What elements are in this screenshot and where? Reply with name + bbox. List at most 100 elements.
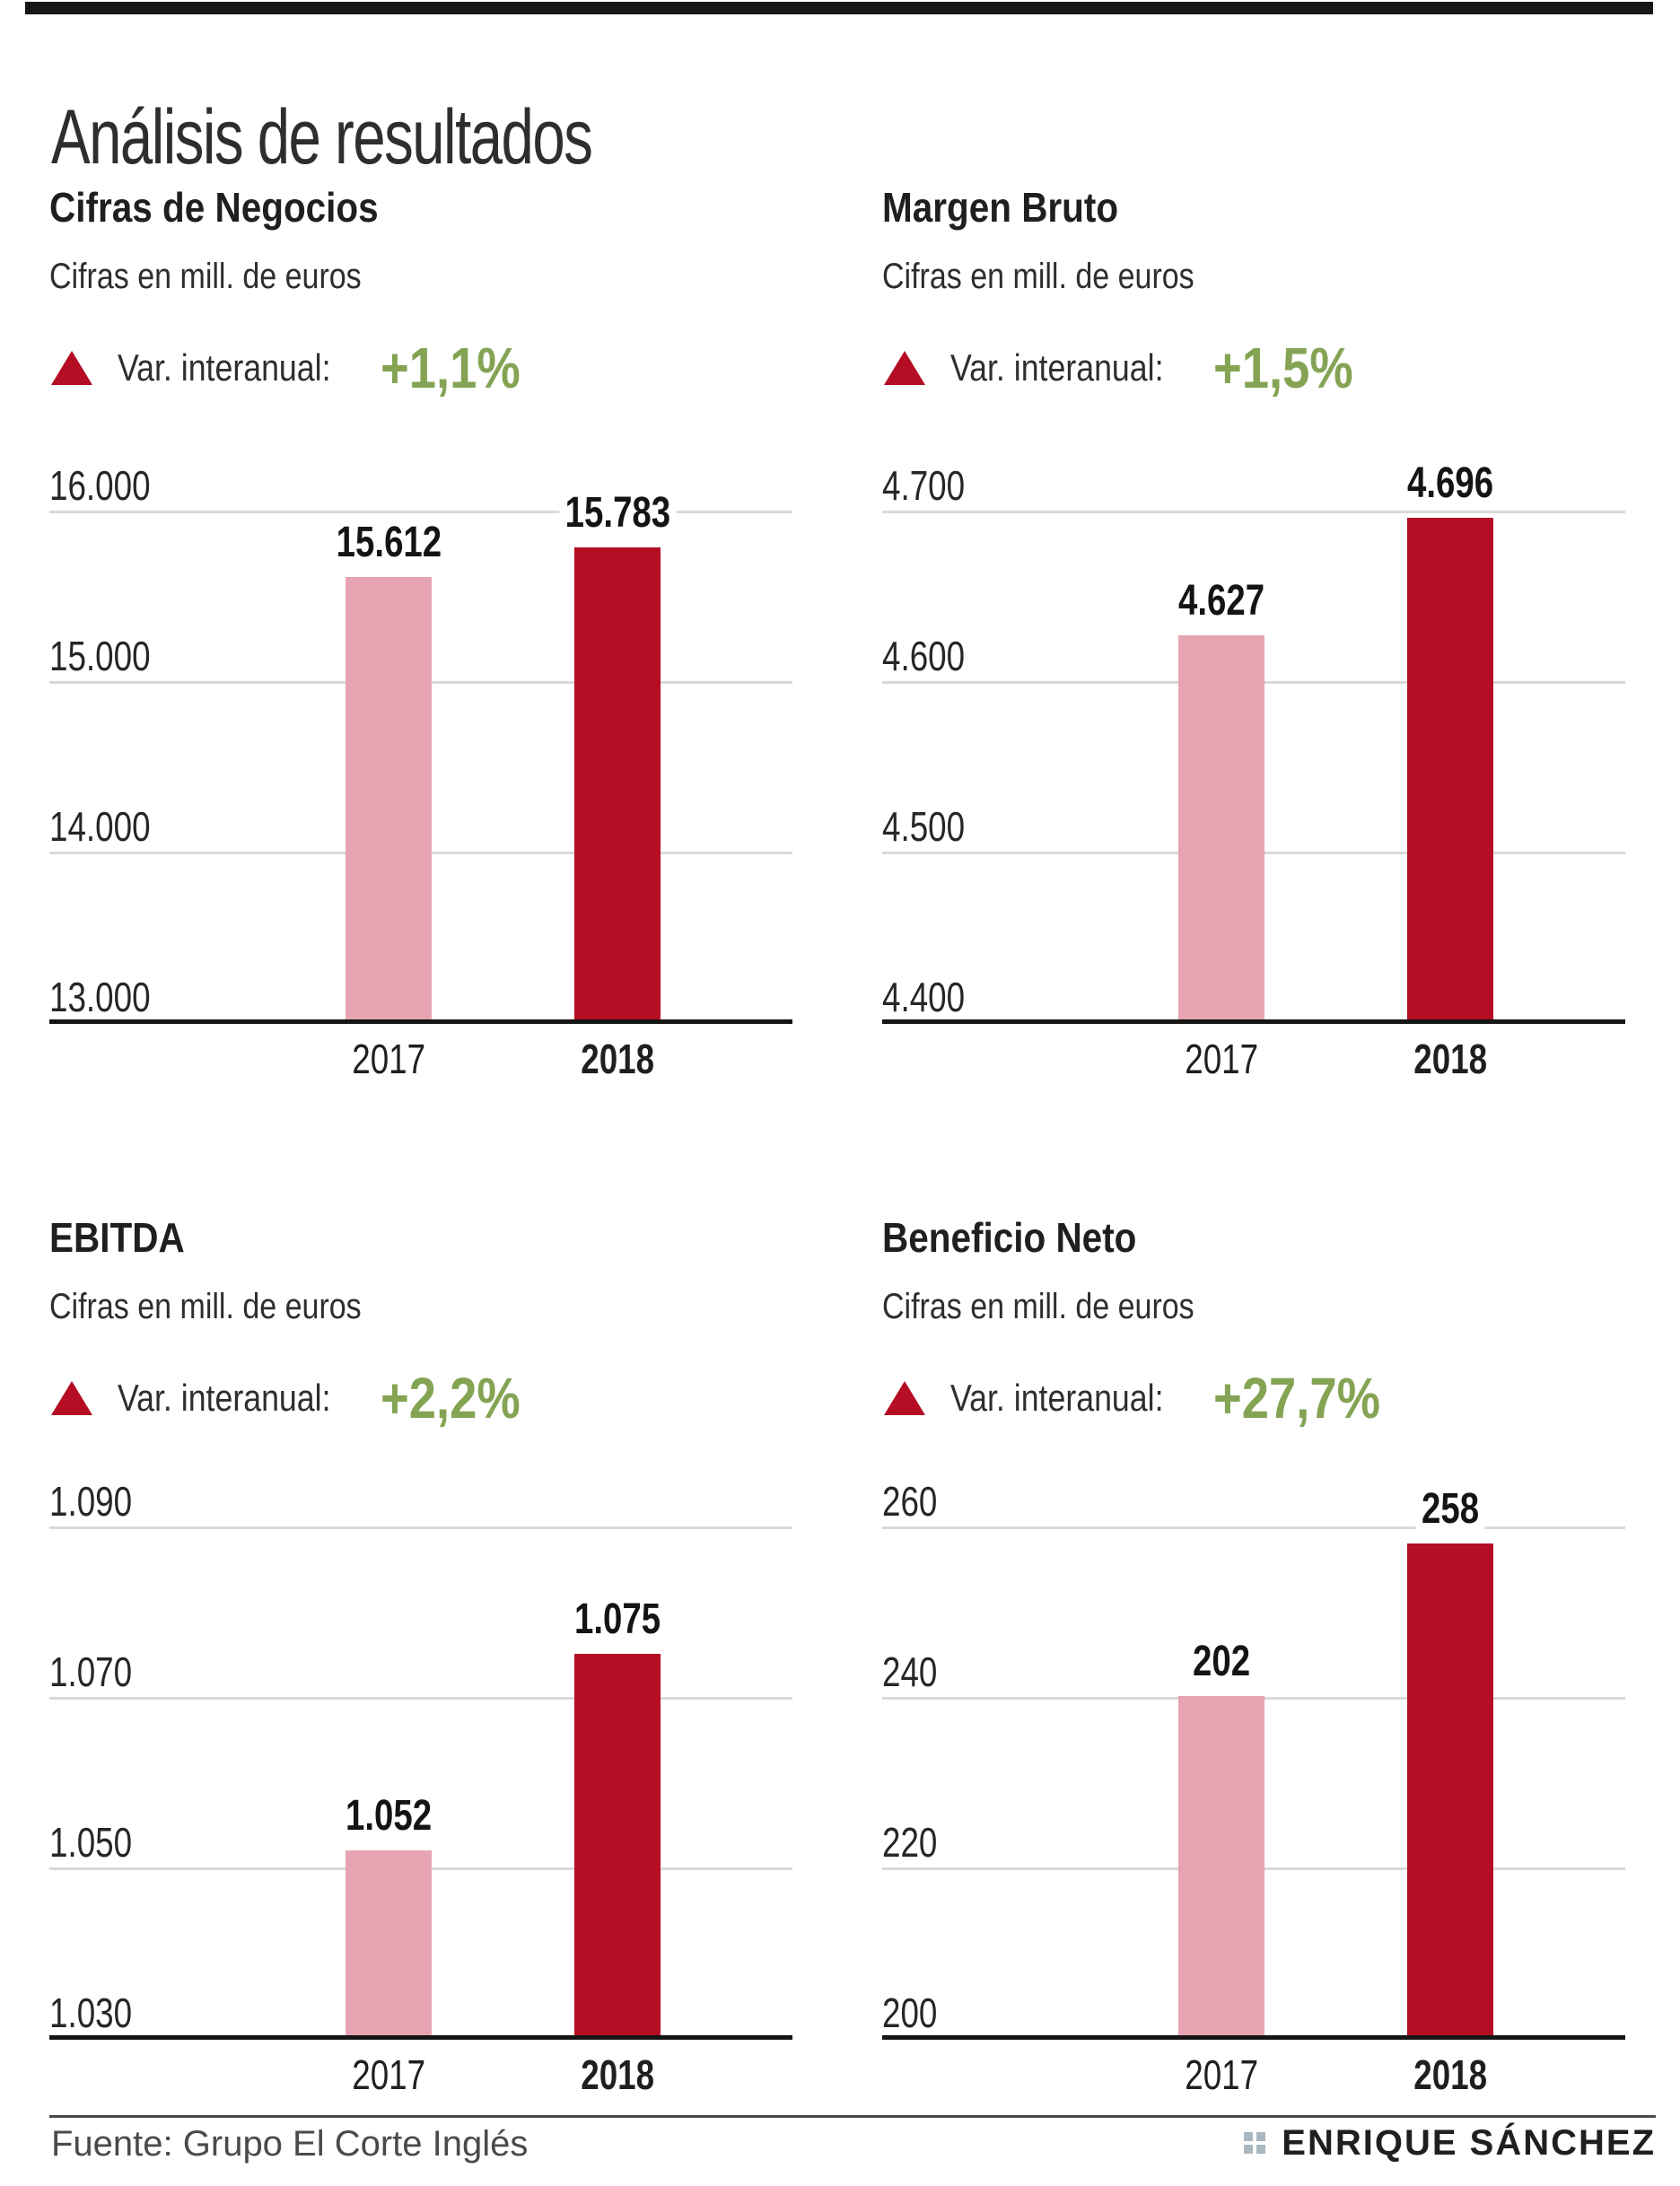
gridline [49,1697,792,1700]
chart-subtitle: Cifras en mill. de euros [882,1286,1249,1327]
y-axis-tick: 1.070 [49,1648,133,1695]
variation-row: Var. interanual: +2,2% [51,1365,546,1431]
plot-area: 4.700 4.600 4.500 4.400 4.627 4.696 [882,461,1625,1024]
chart-title: EBITDA [49,1214,203,1261]
x-axis-line [49,1019,792,1024]
plot-area: 260 240 220 200 202 258 [882,1480,1625,2040]
bar-2017 [346,577,432,1022]
page-title-text: Análisis de resultados [51,93,593,180]
chart-title-text: Cifras de Negocios [49,184,379,231]
gridline [882,511,1625,513]
y-axis-tick: 16.000 [49,462,151,509]
chart-subtitle-text: Cifras en mill. de euros [882,1287,1194,1326]
chart-title: Margen Bruto [882,184,1151,231]
y-axis-tick: 4.400 [882,974,966,1020]
bar-value-label-2017: 4.627 [1132,580,1311,624]
x-tick-2017: 2017 [352,1036,425,1082]
chart-section: Margen Bruto Cifras en mill. de euros Va… [882,184,1625,1090]
bar-value-label-2017: 1.052 [299,1794,478,1838]
y-axis-tick: 4.700 [882,462,966,509]
gridline [49,1526,792,1529]
variation-value: +27,7% [1213,1366,1381,1430]
plot-area: 1.090 1.070 1.050 1.030 1.052 1.075 [49,1480,792,2040]
credit: ENRIQUE SÁNCHEZ [1244,2121,1656,2164]
x-axis-labels: 2017 2018 [49,2052,792,2106]
top-rule [25,2,1653,14]
x-tick-2018: 2018 [1413,2051,1487,2098]
variation-value: +1,1% [381,336,521,400]
bar-2018 [1407,1543,1493,2038]
y-axis-tick: 1.030 [49,1989,133,2036]
x-tick-2018: 2018 [1413,1036,1487,1082]
bar-value-label-2018: 258 [1361,1487,1540,1531]
up-triangle-icon [884,351,925,385]
y-axis-tick: 240 [882,1648,938,1695]
y-axis-tick: 13.000 [49,974,151,1020]
chart-section: Beneficio Neto Cifras en mill. de euros … [882,1214,1625,2120]
variation-label: Var. interanual: [118,346,331,389]
x-tick-2017: 2017 [352,2051,425,2098]
bar-2017 [346,1849,432,2038]
gridline [882,1526,1625,1529]
chart-subtitle: Cifras en mill. de euros [49,1286,416,1327]
credit-name: ENRIQUE SÁNCHEZ [1282,2122,1656,2163]
chart-subtitle-text: Cifras en mill. de euros [49,1287,362,1326]
y-axis-tick: 200 [882,1989,938,2036]
x-axis-line [882,1019,1625,1024]
variation-label: Var. interanual: [118,1377,331,1419]
chart-title-text: Beneficio Neto [882,1214,1137,1261]
x-axis-labels: 2017 2018 [882,2052,1625,2106]
chart-subtitle: Cifras en mill. de euros [882,256,1249,297]
bar-value-label-2017: 15.612 [299,521,478,565]
page-title: Análisis de resultados [51,93,763,182]
variation-label: Var. interanual: [950,346,1164,389]
four-dots-icon [1244,2132,1266,2154]
x-axis-line [882,2035,1625,2040]
chart-subtitle-text: Cifras en mill. de euros [49,257,362,296]
up-triangle-icon [884,1381,925,1415]
x-axis-labels: 2017 2018 [882,1036,1625,1090]
x-axis-labels: 2017 2018 [49,1036,792,1090]
x-axis-line [49,2035,792,2040]
gridline [49,511,792,513]
y-axis-tick: 260 [882,1478,938,1525]
y-axis-tick: 14.000 [49,803,151,850]
variation-row: Var. interanual: +1,5% [884,335,1378,401]
chart-subtitle-text: Cifras en mill. de euros [882,257,1194,296]
bar-2018 [1407,517,1493,1022]
bar-2018 [574,1653,661,2038]
y-axis-tick: 1.050 [49,1819,133,1866]
bar-2017 [1178,1696,1264,2038]
chart-section: Cifras de Negocios Cifras en mill. de eu… [49,184,792,1090]
y-axis-tick: 1.090 [49,1478,133,1525]
variation-value: +2,2% [381,1366,521,1430]
bar-2018 [574,547,661,1022]
chart-title-text: Margen Bruto [882,184,1119,231]
up-triangle-icon [51,1381,92,1415]
bar-value-label-2017: 202 [1132,1640,1311,1684]
y-axis-tick: 4.500 [882,803,966,850]
x-tick-2018: 2018 [581,2051,654,2098]
variation-row: Var. interanual: +1,1% [51,335,546,401]
bar-value-label-2018: 15.783 [528,492,707,536]
y-axis-tick: 4.600 [882,633,966,679]
bar-value-label-2018: 1.075 [528,1597,707,1641]
chart-title: Cifras de Negocios [49,184,424,231]
plot-area: 16.000 15.000 14.000 13.000 15.612 15.78… [49,464,792,1024]
x-tick-2017: 2017 [1185,2051,1258,2098]
y-axis-tick: 220 [882,1819,938,1866]
up-triangle-icon [51,351,92,385]
y-axis-tick: 15.000 [49,633,151,679]
variation-label: Var. interanual: [950,1377,1164,1419]
footer-divider [49,2115,1656,2118]
x-tick-2017: 2017 [1185,1036,1258,1082]
chart-title-text: EBITDA [49,1214,185,1261]
source-note: Fuente: Grupo El Corte Inglés [51,2124,529,2164]
bar-value-label-2018: 4.696 [1361,461,1540,505]
variation-row: Var. interanual: +27,7% [884,1365,1410,1431]
bar-2017 [1178,635,1264,1022]
x-tick-2018: 2018 [581,1036,654,1082]
chart-subtitle: Cifras en mill. de euros [49,256,416,297]
chart-section: EBITDA Cifras en mill. de euros Var. int… [49,1214,792,2120]
